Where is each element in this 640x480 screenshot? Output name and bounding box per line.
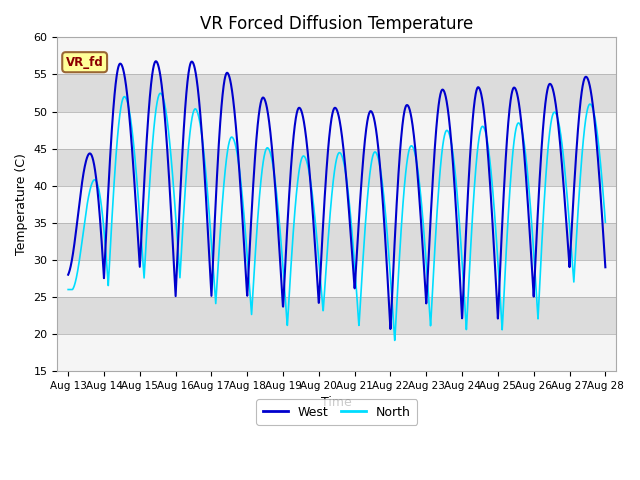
North [391,337,399,343]
Bar [58,37,616,74]
West [125,114,133,120]
Line: West: West [68,61,605,329]
West [157,81,165,86]
Bar [58,260,616,297]
Text: VR_fd: VR_fd [66,56,104,69]
West [271,173,278,179]
North [591,116,599,122]
Title: VR Forced Diffusion Temperature: VR Forced Diffusion Temperature [200,15,474,33]
West [534,220,541,226]
North [602,219,609,225]
West [152,59,160,64]
North [157,91,165,97]
Bar [58,149,616,186]
Bar [58,297,616,334]
North [125,108,133,114]
Bar [58,111,616,149]
North [534,305,541,311]
North [157,90,164,96]
West [591,124,599,130]
Bar [58,223,616,260]
X-axis label: Time: Time [321,396,352,409]
Y-axis label: Temperature (C): Temperature (C) [15,153,28,255]
North [64,287,72,292]
Line: North: North [68,93,605,340]
Legend: West, North: West, North [257,399,417,425]
Bar [58,74,616,111]
West [294,107,301,113]
West [602,264,609,270]
West [64,272,72,277]
North [271,172,278,178]
Bar [58,186,616,223]
West [387,326,394,332]
North [294,180,301,185]
Bar [58,334,616,371]
